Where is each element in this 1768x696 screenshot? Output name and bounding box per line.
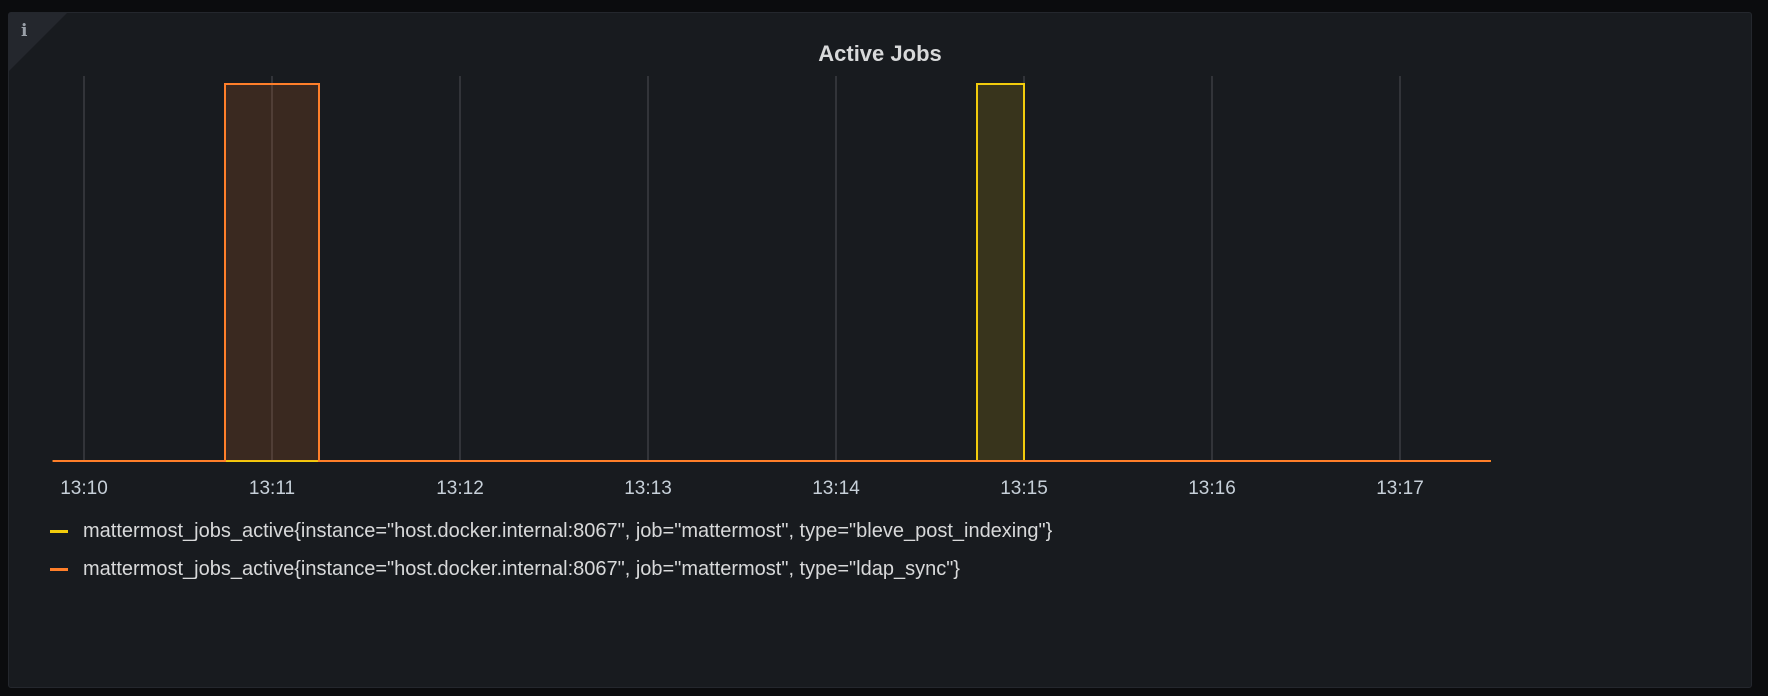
panel-title[interactable]: Active Jobs [818, 41, 942, 66]
x-tick-label: 13:13 [624, 478, 672, 499]
x-tick-label: 13:15 [1000, 478, 1048, 499]
legend-item-ldap[interactable]: mattermost_jobs_active{instance="host.do… [50, 558, 960, 581]
legend-swatch [50, 568, 68, 571]
legend-label: mattermost_jobs_active{instance="host.do… [83, 520, 1053, 542]
active-jobs-panel: i Active Jobs [8, 12, 1752, 688]
info-icon[interactable]: i [21, 21, 28, 41]
x-tick-label: 13:14 [812, 478, 860, 499]
x-tick-label: 13:16 [1188, 478, 1236, 499]
series-fill-1 [52, 84, 1491, 461]
x-tick-label: 13:12 [436, 478, 484, 499]
legend-label: mattermost_jobs_active{instance="host.do… [83, 558, 960, 580]
legend-item-bleve[interactable]: mattermost_jobs_active{instance="host.do… [50, 520, 1052, 543]
panel-info-corner[interactable] [9, 13, 67, 71]
legend-swatch [50, 530, 68, 533]
series-line-1 [52, 83, 1491, 462]
x-tick-label: 13:11 [249, 478, 295, 499]
x-tick-label: 13:17 [1376, 478, 1424, 499]
x-tick-label: 13:10 [60, 478, 108, 499]
